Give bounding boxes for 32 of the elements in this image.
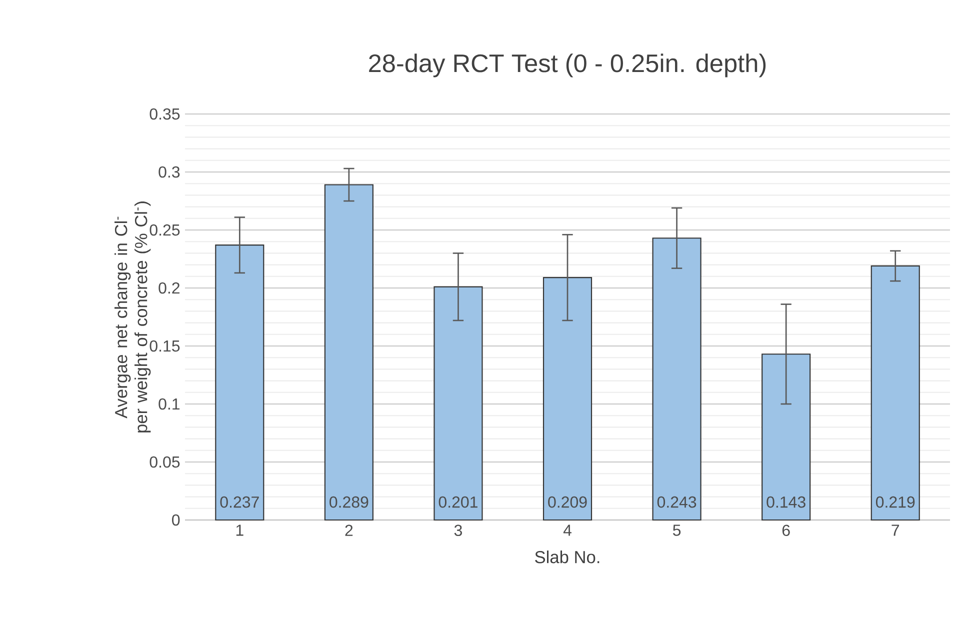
bar <box>434 286 483 521</box>
data-label: 0.209 <box>548 496 587 508</box>
bar <box>762 354 811 521</box>
bar <box>870 265 920 521</box>
x-tick-label: 3 <box>454 524 462 536</box>
data-label: 0.243 <box>657 496 696 508</box>
data-label: 0.237 <box>220 496 259 508</box>
data-label: 0.289 <box>330 496 368 508</box>
bar <box>542 277 592 521</box>
x-tick-label: 2 <box>345 524 353 536</box>
bar <box>652 238 702 521</box>
bar <box>215 244 264 521</box>
x-tick-label: 5 <box>672 524 681 536</box>
data-label: 0.201 <box>438 496 478 508</box>
y-tick-label: 0.15 <box>150 340 180 352</box>
y-tick-label: 0.3 <box>158 166 180 178</box>
chart-title: 28-day RCT Test (0 - 0.25in. depth) <box>369 54 766 78</box>
x-tick-label: 6 <box>782 524 790 536</box>
y-tick-label: 0.05 <box>150 456 180 468</box>
text: Avergae net change in Cl$^{-}$ per weight of concrete (% Cl$^{-}$) <box>114 202 151 432</box>
data-label: 0.219 <box>876 496 915 508</box>
bar <box>324 184 374 521</box>
y-tick-label: 0.25 <box>150 224 180 236</box>
x-tick-label: 1 <box>236 524 244 536</box>
x-tick-label: 7 <box>892 524 900 536</box>
data-label: 0.143 <box>766 496 806 508</box>
x-tick-label: 4 <box>563 524 572 536</box>
x-axis-title: Slab No. <box>535 550 600 564</box>
y-tick-label: 0.2 <box>158 282 180 294</box>
y-tick-label: 0.35 <box>150 108 180 120</box>
y-tick-label: 0.1 <box>158 398 180 410</box>
y-tick-label: 0 <box>172 514 180 526</box>
